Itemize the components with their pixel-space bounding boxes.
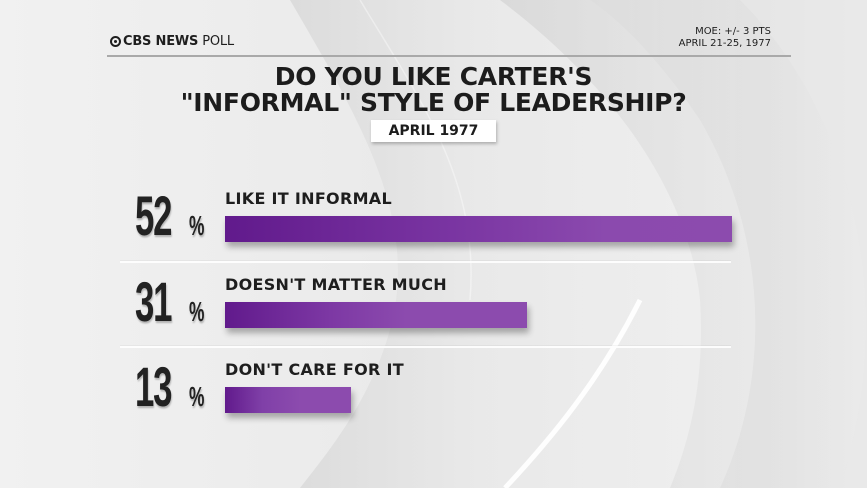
- percentage-value: 52%: [135, 184, 205, 247]
- title-line-2: "INFORMAL" STYLE OF LEADERSHIP?: [180, 88, 687, 117]
- row-divider: [120, 261, 731, 263]
- logo-brand: CBS NEWS: [123, 34, 199, 49]
- date-badge: APRIL 1977: [371, 120, 496, 142]
- title-line-1: DO YOU LIKE CARTER'S: [274, 62, 593, 91]
- poll-meta: MOE: +/- 3 PTS APRIL 21-25, 1977: [679, 26, 771, 50]
- chart-title: DO YOU LIKE CARTER'S "INFORMAL" STYLE OF…: [0, 64, 867, 116]
- row-divider: [120, 346, 731, 348]
- cbs-news-poll-logo: CBS NEWS POLL: [110, 34, 234, 49]
- percentage-value: 13%: [135, 355, 205, 418]
- cbs-eye-icon: [110, 36, 121, 47]
- field-dates: APRIL 21-25, 1977: [678, 38, 771, 49]
- response-label: DOESN'T MATTER MUCH: [225, 275, 447, 294]
- response-label: DON'T CARE FOR IT: [225, 360, 404, 379]
- logo-suffix: POLL: [202, 34, 234, 49]
- margin-of-error: MOE: +/- 3 PTS: [695, 26, 771, 37]
- result-bar: [225, 302, 527, 328]
- percentage-value: 31%: [135, 270, 205, 333]
- result-bar: [225, 216, 732, 242]
- result-bar: [225, 387, 351, 413]
- response-label: LIKE IT INFORMAL: [225, 189, 392, 208]
- header-divider: [107, 55, 791, 57]
